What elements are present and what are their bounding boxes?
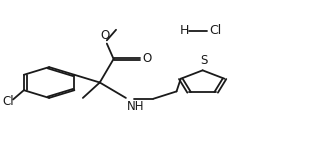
Text: Cl: Cl	[209, 24, 221, 37]
Text: O: O	[101, 29, 110, 42]
Text: S: S	[200, 54, 208, 67]
Text: H: H	[179, 24, 189, 37]
Text: O: O	[143, 52, 152, 66]
Text: NH: NH	[126, 99, 144, 113]
Text: Cl: Cl	[2, 95, 14, 108]
